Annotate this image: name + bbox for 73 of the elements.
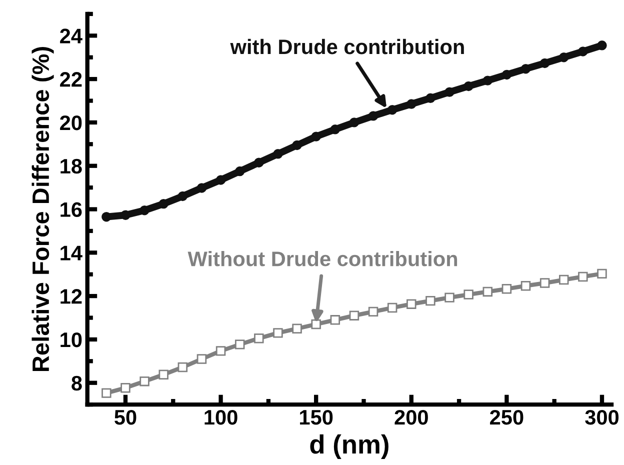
point: [559, 52, 569, 62]
y-tick-label: 8: [72, 376, 82, 391]
point: [311, 319, 321, 330]
point: [464, 290, 474, 300]
point: [520, 64, 531, 74]
y-tick-label: 18: [60, 158, 82, 174]
point: [120, 210, 130, 220]
point: [254, 158, 264, 168]
point: [349, 118, 360, 128]
point: [311, 132, 321, 142]
point: [387, 302, 398, 313]
point: [273, 328, 283, 338]
y-tick-label: 12: [60, 289, 82, 304]
point: [330, 315, 340, 325]
x-tick-label: 250: [490, 410, 524, 425]
point: [482, 286, 492, 297]
point: [540, 58, 550, 68]
point: [464, 81, 474, 92]
point: [520, 280, 531, 291]
point: [292, 324, 302, 334]
annotation: with Drude contribution: [230, 38, 464, 54]
point: [349, 310, 360, 320]
point: [330, 124, 340, 134]
point: [158, 198, 168, 209]
x-tick-label: 300: [585, 410, 619, 425]
y-axis-title: Relative Force Difference (%): [32, 47, 54, 372]
point: [158, 370, 168, 380]
y-tick-label: 16: [60, 202, 82, 218]
point: [196, 183, 207, 193]
point: [178, 362, 188, 372]
annotation: Without Drude contribution: [188, 250, 458, 266]
point: [234, 340, 245, 350]
x-tick-label: 100: [204, 410, 238, 425]
x-axis-title: d (nm): [310, 434, 388, 459]
y-tick-label: 14: [60, 246, 82, 260]
point: [120, 382, 130, 393]
y-tick-label: 20: [60, 115, 82, 130]
point: [482, 76, 492, 86]
point: [178, 191, 188, 202]
point: [444, 292, 454, 302]
point: [368, 111, 378, 121]
point: [216, 175, 226, 185]
point: [426, 93, 436, 104]
point: [406, 99, 416, 109]
y-tick-label: 10: [60, 332, 82, 348]
x-tick-label: 150: [300, 410, 333, 425]
point: [196, 354, 207, 364]
point: [540, 278, 550, 288]
point: [597, 268, 607, 279]
x-tick-label: 50: [114, 410, 136, 425]
point: [140, 205, 150, 216]
point: [273, 149, 283, 159]
point: [292, 140, 302, 150]
point: [368, 306, 378, 317]
point: [254, 334, 264, 344]
point: [597, 40, 607, 50]
point: [502, 284, 512, 294]
point: [102, 212, 112, 222]
point: [406, 299, 416, 309]
point: [387, 105, 398, 115]
point: [578, 46, 588, 56]
y-tick-label: 22: [60, 72, 82, 87]
point: [578, 272, 588, 282]
x-tick-label: 200: [394, 410, 428, 425]
y-tick-label: 24: [60, 28, 82, 44]
point: [216, 346, 226, 356]
point: [502, 70, 512, 80]
point: [559, 274, 569, 285]
point: [102, 388, 112, 398]
point: [234, 166, 245, 176]
point: [426, 296, 436, 306]
point: [140, 376, 150, 386]
point: [444, 87, 454, 97]
